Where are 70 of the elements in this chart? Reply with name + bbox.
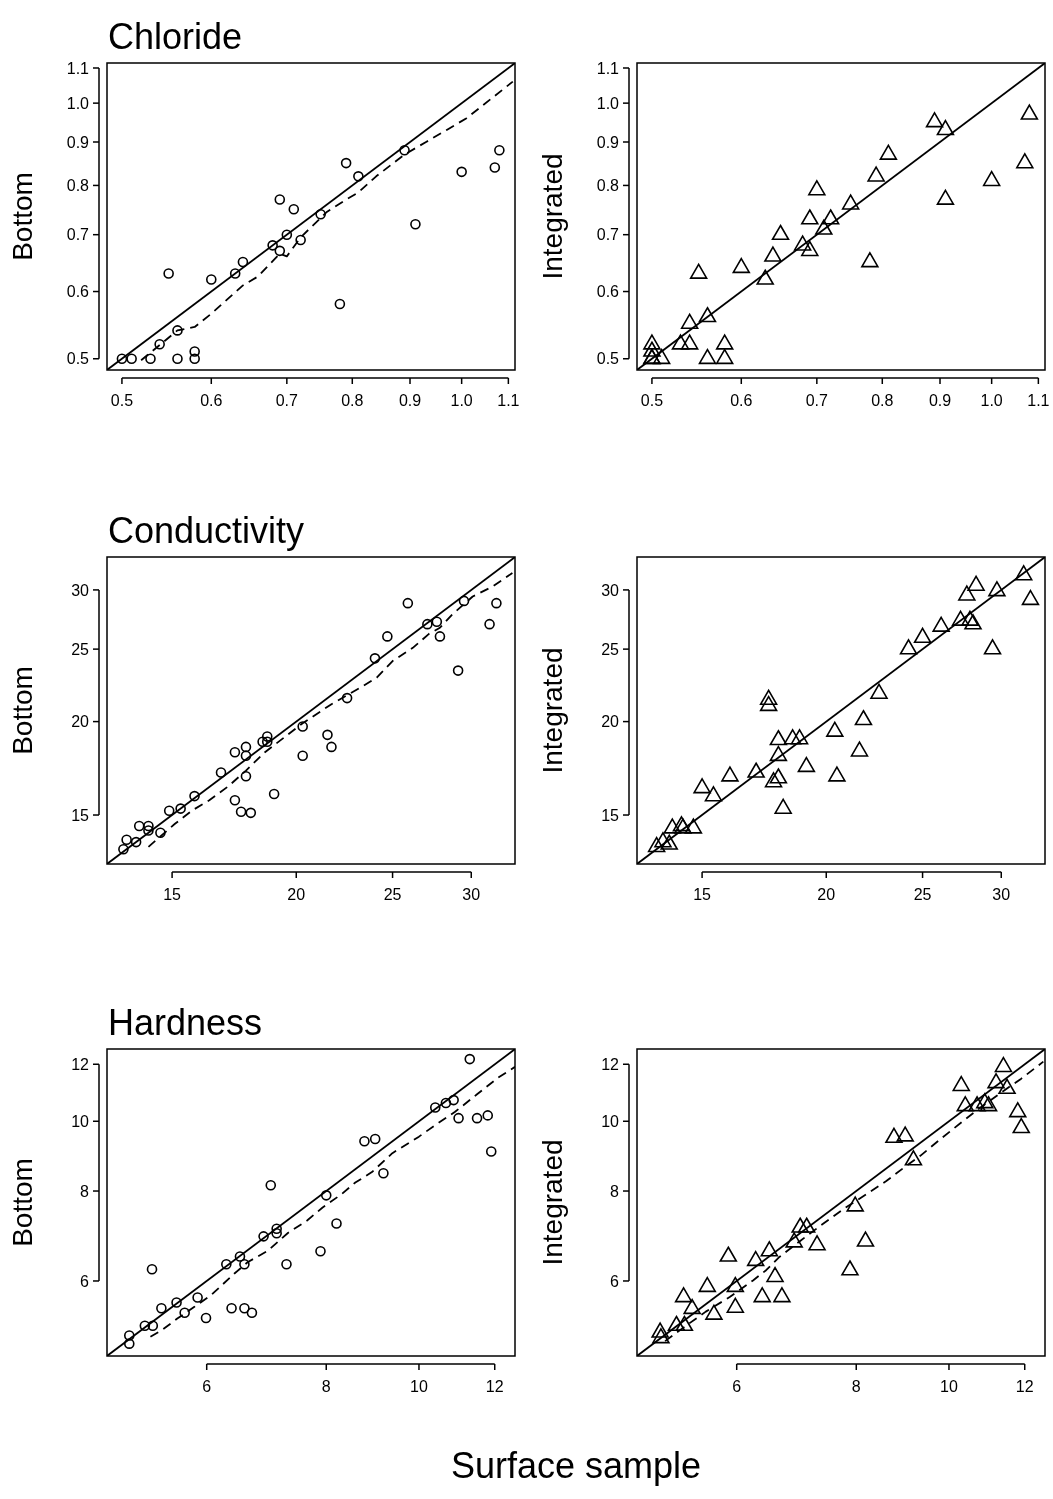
x-tick-label: 6	[732, 1378, 742, 1395]
y-tick-label: 12	[601, 1055, 620, 1073]
y-tick-label: 0.6	[596, 283, 620, 301]
x-tick-label: 10	[940, 1378, 958, 1395]
y-tick-label: 15	[601, 806, 620, 824]
x-tick-label: 8	[321, 1378, 331, 1395]
y-tick-label: 8	[610, 1182, 620, 1200]
x-tick-label: 25	[913, 886, 932, 903]
y-tick-label: 8	[80, 1182, 90, 1200]
x-tick-label: 0.5	[110, 392, 134, 409]
y-tick-label: 15	[71, 806, 90, 824]
x-tick-label: 0.6	[200, 392, 223, 409]
y-tick-label: 1.0	[596, 94, 620, 112]
x-tick-label: 0.6	[730, 392, 753, 409]
x-tick-label: 6	[202, 1378, 212, 1395]
x-tick-label: 12	[485, 1378, 504, 1395]
chart-title: Conductivity	[108, 510, 305, 551]
y-tick-label: 0.8	[66, 177, 90, 195]
y-axis-title: Integrated	[537, 647, 568, 774]
y-axis-title: Integrated	[537, 1139, 568, 1266]
x-tick-label: 0.9	[928, 392, 952, 409]
x-tick-label: 12	[1015, 1378, 1034, 1395]
y-tick-label: 0.5	[66, 350, 90, 368]
x-axis-title: Surface sample	[450, 1445, 702, 1486]
y-tick-label: 0.6	[66, 283, 90, 301]
x-tick-label: 1.1	[1027, 392, 1050, 409]
x-tick-label: 0.8	[341, 392, 364, 409]
y-tick-label: 20	[71, 713, 90, 731]
x-tick-label: 0.5	[640, 392, 664, 409]
x-tick-label: 0.7	[275, 392, 299, 409]
y-tick-label: 20	[601, 713, 620, 731]
y-tick-label: 1.1	[596, 59, 620, 77]
y-tick-label: 0.9	[66, 133, 90, 151]
y-tick-label: 1.1	[66, 59, 90, 77]
x-tick-label: 25	[383, 886, 402, 903]
x-tick-label: 0.7	[805, 392, 829, 409]
y-axis-title: Bottom	[7, 172, 38, 261]
x-tick-label: 30	[462, 886, 481, 903]
y-tick-label: 25	[601, 640, 620, 658]
x-tick-label: 10	[410, 1378, 428, 1395]
x-tick-label: 8	[851, 1378, 861, 1395]
y-tick-label: 30	[601, 581, 620, 599]
y-tick-label: 10	[71, 1112, 90, 1130]
chart-title: Hardness	[108, 1002, 263, 1043]
y-tick-label: 0.7	[596, 226, 620, 244]
y-tick-label: 25	[71, 640, 90, 658]
x-tick-label: 0.9	[398, 392, 422, 409]
y-axis-title: Bottom	[7, 1158, 38, 1247]
y-axis-title: Bottom	[7, 666, 38, 755]
y-tick-label: 0.5	[596, 350, 620, 368]
y-tick-label: 12	[71, 1055, 90, 1073]
x-tick-label: 15	[163, 886, 182, 903]
y-tick-label: 0.8	[596, 177, 620, 195]
chart-title: Chloride	[108, 16, 243, 57]
x-tick-label: 0.8	[871, 392, 894, 409]
y-tick-label: 6	[80, 1272, 90, 1290]
y-tick-label: 0.7	[66, 226, 90, 244]
x-tick-label: 15	[693, 886, 712, 903]
y-tick-label: 0.9	[596, 133, 620, 151]
y-tick-label: 30	[71, 581, 90, 599]
x-tick-label: 20	[817, 886, 836, 903]
x-tick-label: 1.0	[450, 392, 473, 409]
x-tick-label: 20	[287, 886, 306, 903]
y-axis-title: Integrated	[537, 153, 568, 280]
x-tick-label: 1.1	[497, 392, 520, 409]
y-tick-label: 10	[601, 1112, 620, 1130]
x-tick-label: 30	[992, 886, 1011, 903]
y-tick-label: 6	[610, 1272, 620, 1290]
y-tick-label: 1.0	[66, 94, 90, 112]
x-tick-label: 1.0	[980, 392, 1003, 409]
